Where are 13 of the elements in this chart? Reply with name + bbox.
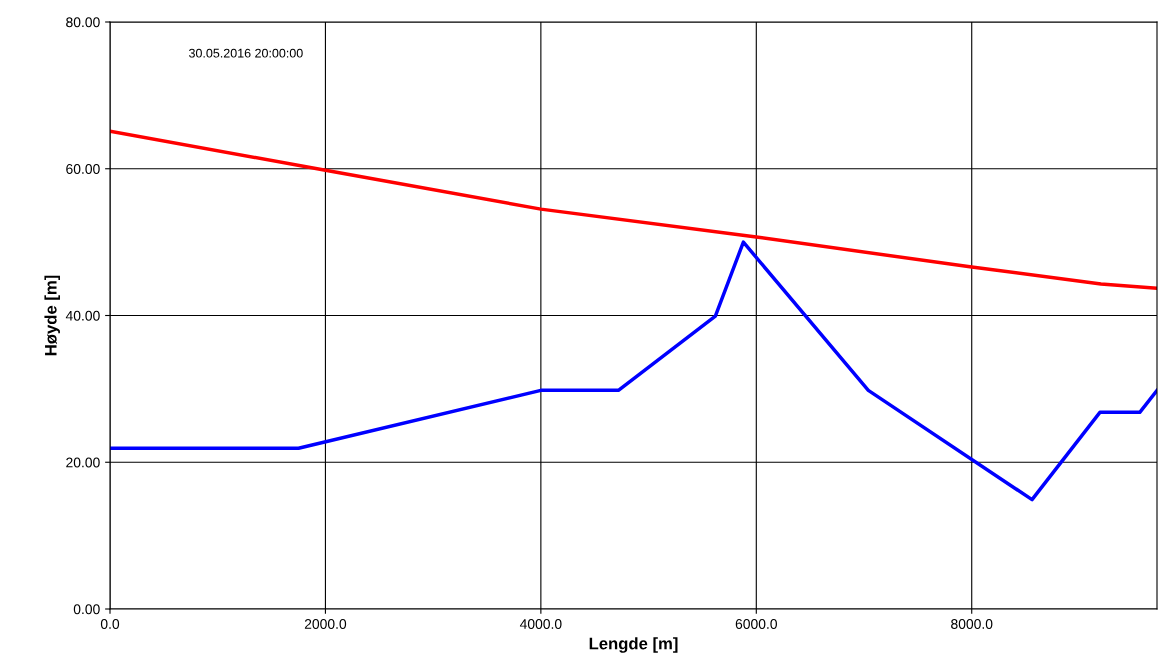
x-tick-label: 4000.0 xyxy=(519,619,562,629)
x-tick-label: 8000.0 xyxy=(951,619,993,629)
x-tick-label: 6000.0 xyxy=(735,619,777,629)
annotation: 30.05.2016 20:00:00 xyxy=(189,48,303,58)
x-tick-label: 2000.0 xyxy=(304,619,347,629)
y-tick-label: 0.00 xyxy=(73,604,100,615)
y-tick-label: 60.00 xyxy=(66,164,100,174)
y-axis-title: Høyde [m] xyxy=(44,275,60,356)
y-tick-label: 20.00 xyxy=(66,457,100,468)
x-axis-title: Lengde [m] xyxy=(589,637,678,653)
x-tick-label: 0.0 xyxy=(100,619,120,629)
y-tick-label: 40.00 xyxy=(65,310,100,321)
y-tick-label: 80.00 xyxy=(66,17,100,28)
